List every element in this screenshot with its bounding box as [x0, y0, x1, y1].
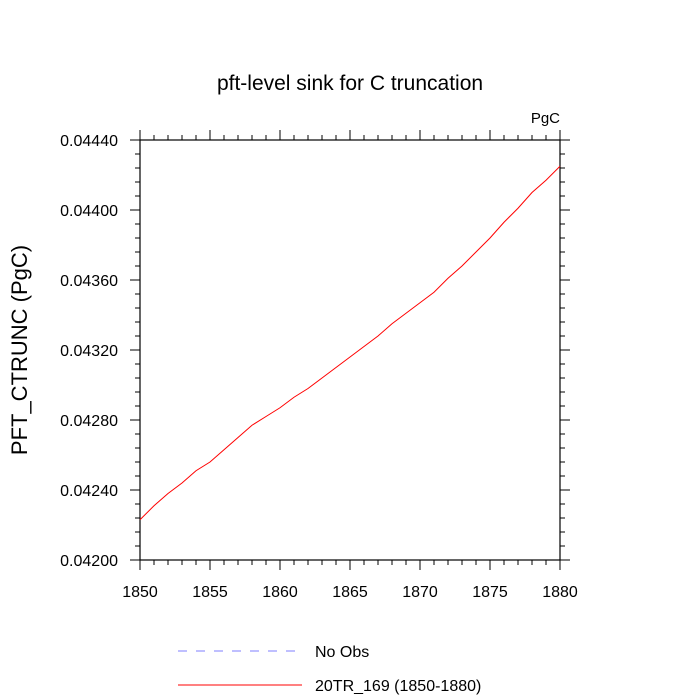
y-tick-label: 0.04360: [60, 273, 118, 290]
y-tick-label: 0.04400: [60, 203, 118, 220]
x-tick-label: 1870: [402, 584, 438, 601]
y-tick-label: 0.04240: [60, 483, 118, 500]
units-label: PgC: [531, 110, 560, 127]
legend-label: 20TR_169 (1850-1880): [315, 678, 481, 695]
y-tick-label: 0.04280: [60, 413, 118, 430]
x-tick-label: 1880: [542, 584, 578, 601]
legend-label: No Obs: [315, 644, 369, 661]
plot-frame: [139, 139, 561, 561]
series-layer: [139, 165, 561, 521]
y-tick-label: 0.04320: [60, 343, 118, 360]
legend: No Obs 20TR_169 (1850-1880): [178, 644, 481, 695]
axes: 1850 1855 1860 1865 1870 1875 1880 0.04200 0.042…: [60, 130, 578, 601]
x-tick-label: 1875: [472, 584, 508, 601]
x-tick-label: 1855: [192, 584, 228, 601]
series-line-1: [139, 165, 561, 521]
x-tick-label: 1865: [332, 584, 368, 601]
x-tick-label: 1860: [262, 584, 298, 601]
y-axis-label: PFT_CTRUNC (PgC): [7, 245, 32, 455]
y-tick-label: 0.04200: [60, 553, 118, 570]
x-tick-label: 1850: [122, 584, 158, 601]
y-tick-label: 0.04440: [60, 133, 118, 150]
chart-title: pft-level sink for C truncation: [217, 72, 483, 95]
